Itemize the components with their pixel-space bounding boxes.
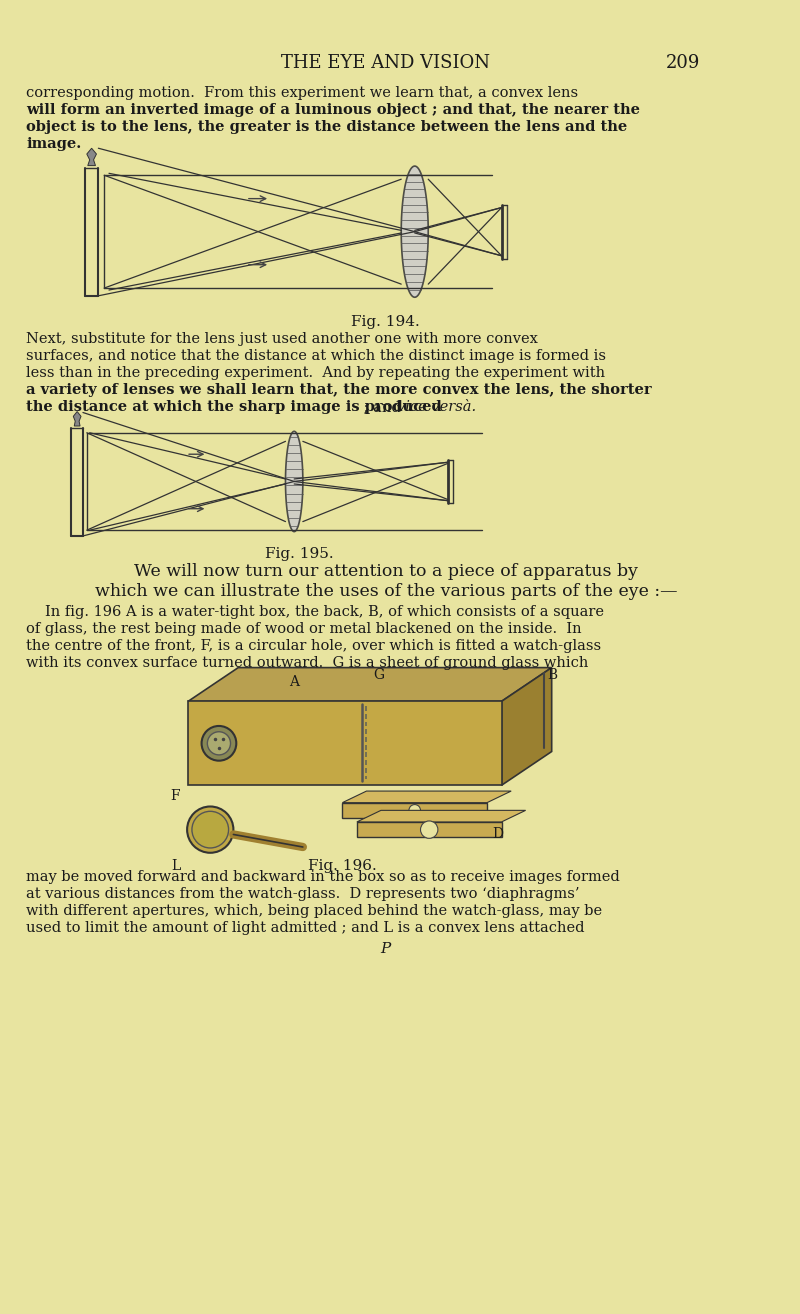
Text: with its convex surface turned outward.  G is a sheet of ground glass which: with its convex surface turned outward. … [26,656,589,670]
Text: used to limit the amount of light admitted ; and L is a convex lens attached: used to limit the amount of light admitt… [26,921,585,934]
Text: object is to the lens, the greater is the distance between the lens and the: object is to the lens, the greater is th… [26,120,627,134]
Text: corresponding motion.  From this experiment we learn that, a convex lens: corresponding motion. From this experime… [26,85,578,100]
Circle shape [207,732,230,756]
Polygon shape [87,148,97,166]
Text: L: L [172,858,181,872]
Polygon shape [402,166,428,297]
Circle shape [192,811,229,848]
Text: vice versà.: vice versà. [398,399,477,414]
Text: a variety of lenses we shall learn that, the more convex the lens, the shorter: a variety of lenses we shall learn that,… [26,384,652,397]
Polygon shape [357,823,502,837]
Text: ; and: ; and [358,399,405,414]
Polygon shape [286,431,303,532]
Text: with different apertures, which, being placed behind the watch-glass, may be: with different apertures, which, being p… [26,904,602,918]
Text: D: D [492,827,503,841]
Text: P: P [381,942,391,957]
Polygon shape [188,668,552,702]
Text: of glass, the rest being made of wood or metal blackened on the inside.  In: of glass, the rest being made of wood or… [26,623,582,636]
Text: 209: 209 [666,54,700,72]
Text: Fig. 196.: Fig. 196. [308,858,377,872]
Circle shape [187,807,234,853]
Polygon shape [188,702,502,786]
Polygon shape [502,668,552,786]
Polygon shape [342,803,487,819]
Polygon shape [357,811,526,823]
Circle shape [409,804,421,816]
Text: image.: image. [26,137,82,151]
Circle shape [202,725,236,761]
Text: surfaces, and notice that the distance at which the distinct image is formed is: surfaces, and notice that the distance a… [26,350,606,364]
Polygon shape [74,411,81,426]
Text: G: G [374,668,384,682]
Text: We will now turn our attention to a piece of apparatus by: We will now turn our attention to a piec… [134,562,638,579]
Text: F: F [170,790,180,803]
Circle shape [421,821,438,838]
Text: In fig. 196 A is a water-tight box, the back, B, of which consists of a square: In fig. 196 A is a water-tight box, the … [46,606,604,619]
Text: will form an inverted image of a luminous object ; and that, the nearer the: will form an inverted image of a luminou… [26,102,640,117]
Text: at various distances from the watch-glass.  D represents two ‘diaphragms’: at various distances from the watch-glas… [26,887,579,901]
Text: B: B [547,668,557,682]
Text: Next, substitute for the lens just used another one with more convex: Next, substitute for the lens just used … [26,332,538,347]
Text: may be moved forward and backward in the box so as to receive images formed: may be moved forward and backward in the… [26,870,620,884]
Text: the distance at which the sharp image is produced: the distance at which the sharp image is… [26,399,442,414]
Text: which we can illustrate the uses of the various parts of the eye :—: which we can illustrate the uses of the … [94,583,677,600]
Text: THE EYE AND VISION: THE EYE AND VISION [282,54,490,72]
Text: less than in the preceding experiment.  And by repeating the experiment with: less than in the preceding experiment. A… [26,367,605,380]
Text: Fig. 195.: Fig. 195. [265,547,334,561]
Text: Fig. 194.: Fig. 194. [351,315,420,328]
Text: the centre of the front, F, is a circular hole, over which is fitted a watch-gla: the centre of the front, F, is a circula… [26,639,601,653]
Text: A: A [290,675,299,690]
Polygon shape [342,791,511,803]
